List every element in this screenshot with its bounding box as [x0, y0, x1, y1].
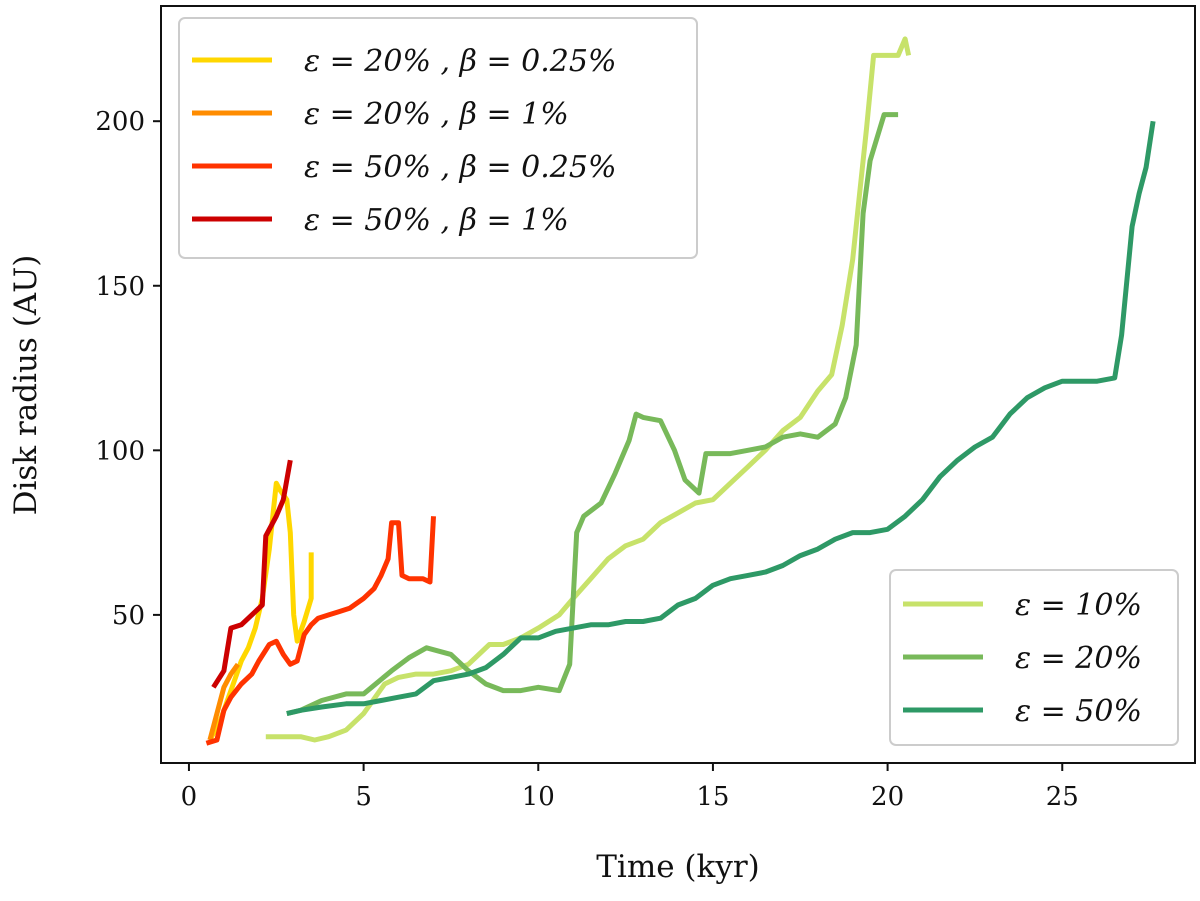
x-tick-label: 0	[181, 782, 198, 812]
legend-label-eps-20pct-beta-0-25pct: ε = 20% , β = 0.25%	[304, 44, 616, 79]
series-line-eps-50pct	[286, 120, 1156, 717]
legend-top-left-box	[178, 17, 698, 259]
series-line-eps-10pct	[265, 36, 912, 743]
legend-label-eps-50pct-beta-0-25pct: ε = 50% , β = 0.25%	[304, 150, 616, 185]
legend-bottom-right-entries: ε = 10% ε = 20% ε = 50%	[903, 588, 1142, 729]
series-line-eps-50pct-beta-1pct	[211, 459, 293, 689]
series-layer	[205, 36, 1156, 746]
legend-bottom-right-box	[889, 569, 1179, 746]
y-tick-label: 100	[95, 436, 145, 466]
x-tick-label: 25	[1046, 782, 1079, 812]
x-tick-label: 15	[696, 782, 729, 812]
ticks-layer: 0 5 10 15 20 25 50 100 150 200	[95, 107, 1078, 812]
legend-label-eps-10pct: ε = 10%	[1015, 588, 1142, 623]
legend-top-left: ε = 20% , β = 0.25% ε = 20% , β = 1% ε = 5…	[178, 17, 698, 259]
legend-label-eps-50pct-beta-1pct: ε = 50% , β = 1%	[304, 203, 569, 238]
plot-frame	[160, 5, 1196, 764]
series-line-eps-20pct-beta-1pct	[207, 662, 240, 741]
x-tick-label: 10	[522, 782, 555, 812]
legend-bottom-right: ε = 10% ε = 20% ε = 50%	[889, 569, 1179, 746]
y-tick-label: 50	[112, 601, 145, 631]
legend-label-eps-50pct: ε = 50%	[1015, 694, 1142, 729]
x-tick-label: 5	[355, 782, 372, 812]
series-line-eps-20pct-beta-0-25pct	[207, 480, 314, 742]
legend-label-eps-20pct-beta-1pct: ε = 20% , β = 1%	[304, 97, 569, 132]
y-tick-label: 200	[95, 107, 145, 137]
x-tick-label: 20	[871, 782, 904, 812]
legend-top-left-entries: ε = 20% , β = 0.25% ε = 20% , β = 1% ε = 5…	[192, 44, 616, 238]
legend-label-eps-20pct: ε = 20%	[1015, 641, 1142, 676]
series-line-eps-50pct-beta-0-25pct	[205, 516, 436, 746]
y-tick-label: 150	[95, 272, 145, 302]
y-axis-label: Disk radius (AU)	[8, 255, 44, 516]
series-line-eps-20pct	[286, 112, 899, 717]
x-axis-label: Time (kyr)	[596, 849, 760, 885]
